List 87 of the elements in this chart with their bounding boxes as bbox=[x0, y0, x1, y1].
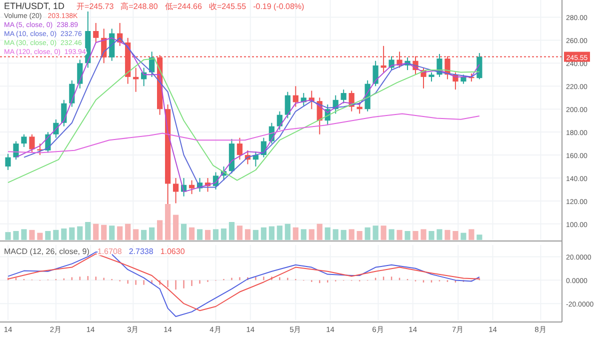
annotation: 高=248.80 bbox=[120, 2, 158, 11]
candlestick bbox=[77, 59, 83, 89]
bar bbox=[188, 227, 195, 240]
candlestick bbox=[236, 137, 243, 160]
bar bbox=[244, 229, 251, 240]
bar bbox=[308, 229, 314, 240]
bar bbox=[300, 229, 306, 240]
bar bbox=[260, 227, 266, 240]
bar bbox=[172, 214, 179, 240]
bar bbox=[13, 231, 19, 240]
bar bbox=[5, 232, 11, 240]
bar bbox=[228, 222, 235, 240]
bar bbox=[45, 231, 51, 240]
bar bbox=[21, 229, 27, 240]
bar bbox=[372, 226, 378, 240]
annotation: 收=245.55 bbox=[208, 2, 247, 11]
bar bbox=[141, 230, 147, 240]
bar bbox=[109, 226, 115, 240]
bar bbox=[348, 229, 354, 240]
bar bbox=[468, 229, 474, 240]
annotation: 开=245.73 bbox=[76, 2, 114, 11]
candlestick bbox=[340, 89, 346, 104]
annotation: 2.7338 bbox=[128, 247, 154, 256]
bar bbox=[252, 230, 258, 240]
bar bbox=[101, 224, 107, 240]
candlestick bbox=[276, 110, 282, 130]
bar bbox=[316, 224, 322, 240]
bar bbox=[61, 228, 67, 240]
bar bbox=[476, 234, 482, 240]
bar bbox=[149, 227, 155, 240]
bar bbox=[93, 224, 99, 240]
candlestick bbox=[93, 22, 99, 43]
bar bbox=[284, 224, 290, 240]
candlestick bbox=[21, 134, 27, 148]
bar bbox=[332, 229, 338, 240]
candlestick bbox=[292, 86, 298, 108]
bar bbox=[204, 230, 211, 240]
bar bbox=[444, 230, 450, 240]
bar bbox=[117, 226, 123, 240]
bar bbox=[420, 229, 426, 240]
candlestick bbox=[29, 134, 35, 154]
bar bbox=[165, 204, 171, 240]
bar bbox=[133, 229, 139, 240]
bar bbox=[29, 230, 35, 240]
annotation: 1.6708 bbox=[97, 247, 122, 256]
bar bbox=[412, 231, 418, 240]
bar bbox=[196, 229, 203, 240]
bar bbox=[180, 224, 187, 240]
bar bbox=[460, 232, 466, 240]
bar bbox=[292, 227, 298, 240]
bar bbox=[324, 227, 330, 240]
line-series bbox=[8, 113, 480, 154]
bar bbox=[125, 224, 131, 240]
bar bbox=[53, 230, 59, 240]
candlestick bbox=[172, 177, 179, 204]
candlestick bbox=[5, 153, 11, 170]
bar bbox=[268, 226, 274, 240]
bar bbox=[452, 231, 458, 240]
bar bbox=[69, 227, 75, 240]
candlestick bbox=[428, 72, 434, 82]
chart-title: MACD (12, 26, close, 9) bbox=[4, 247, 90, 256]
candlestick bbox=[372, 60, 378, 87]
candlestick bbox=[460, 74, 466, 84]
bar bbox=[85, 222, 91, 240]
candlestick bbox=[284, 91, 290, 119]
bar bbox=[77, 226, 83, 240]
bar bbox=[396, 230, 402, 240]
bar bbox=[340, 230, 346, 240]
bar bbox=[212, 229, 219, 240]
annotation: -0.19 (-0.08%) bbox=[253, 2, 305, 11]
bar bbox=[436, 229, 442, 240]
annotation: 低=244.66 bbox=[164, 2, 202, 11]
chart-title: ETH/USDT, 1D bbox=[4, 1, 66, 11]
bar bbox=[356, 231, 362, 240]
bar bbox=[404, 231, 410, 240]
bar bbox=[157, 220, 163, 240]
bar bbox=[388, 229, 394, 240]
bar bbox=[276, 226, 282, 240]
bar bbox=[236, 226, 243, 240]
bar bbox=[428, 231, 434, 240]
bar bbox=[37, 232, 43, 240]
annotation: 1.0630 bbox=[160, 247, 186, 256]
bar bbox=[220, 228, 227, 240]
bar bbox=[364, 227, 370, 240]
candlestick bbox=[188, 180, 195, 195]
bar bbox=[380, 226, 386, 240]
candlestick bbox=[13, 140, 19, 160]
